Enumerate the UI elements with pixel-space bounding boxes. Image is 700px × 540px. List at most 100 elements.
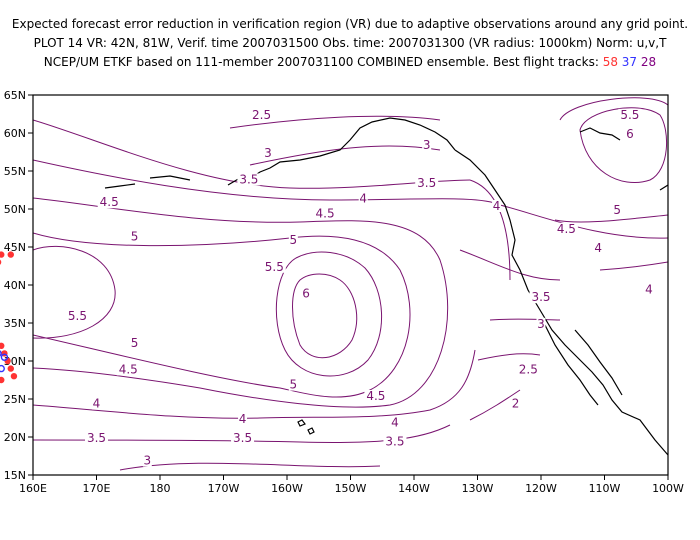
contour-label: 3: [423, 138, 431, 152]
y-tick-label: 20N: [4, 431, 26, 444]
contour-label-bg: [492, 200, 502, 212]
contour-label-bg: [529, 291, 553, 304]
contour-label: 5.5: [620, 108, 639, 122]
contour-label-bg: [263, 146, 273, 159]
contour-label: 4.5: [100, 195, 119, 209]
x-tick-label: 170E: [83, 482, 111, 495]
contour-label-bg: [130, 230, 140, 243]
contour-label: 3: [143, 454, 151, 468]
x-tick-label: 120W: [525, 482, 557, 495]
coastline: [454, 149, 668, 456]
coastline: [149, 175, 191, 181]
contour-label-bg: [536, 317, 546, 330]
contour-label-bg: [250, 108, 274, 121]
contour-label: 4.5: [557, 222, 576, 236]
y-tick-label: 45N: [4, 241, 26, 254]
chart-title-line-3-prefix: NCEP/UM ETKF based on 111-member 2007031…: [43, 55, 603, 69]
x-tick-label: 170W: [208, 482, 240, 495]
contour-label-bg: [593, 241, 603, 254]
track-58-point: [0, 251, 5, 258]
contour-label: 3: [537, 317, 545, 331]
flight-tracks: [0, 251, 18, 384]
coastline: [307, 427, 315, 435]
contour-label: 3.5: [239, 172, 258, 186]
track-id-37: 37: [621, 55, 638, 69]
y-tick-label: 55N: [4, 165, 26, 178]
contour-label-bg: [358, 192, 368, 205]
contour-label-bg: [142, 454, 152, 467]
contour-lines: [33, 97, 668, 471]
contour-label: 5: [290, 233, 298, 247]
contour-label-bg: [390, 416, 400, 429]
contour-label: 2.5: [252, 108, 271, 122]
contour-line: [33, 197, 449, 408]
x-tick-label: 160W: [271, 482, 303, 495]
contour-label-bg: [130, 336, 140, 349]
contour-label: 4.5: [316, 207, 335, 221]
y-axis: 65N 60N 55N 50N 45N 40N 35N 30N 25N 20N 15N: [4, 89, 33, 482]
coastline: [104, 183, 136, 189]
y-tick-label: 60N: [4, 127, 26, 140]
contour-label: 6: [302, 286, 310, 300]
track-37-point: [0, 364, 5, 373]
contour-label-bg: [116, 363, 140, 376]
track-58-point: [7, 365, 14, 372]
contour-label: 4.5: [366, 389, 385, 403]
track-id-58: 58: [602, 55, 618, 69]
coastline: [574, 329, 623, 396]
x-tick-label: 150W: [335, 482, 367, 495]
contour-label-bg: [644, 283, 654, 296]
x-tick-label: 130W: [462, 482, 494, 495]
contour-label: 4: [93, 397, 101, 411]
contour-label: 2.5: [519, 362, 538, 376]
contour-label-bg: [97, 196, 121, 209]
y-tick-label: 25N: [4, 393, 26, 406]
contour-line: [119, 462, 381, 471]
contour-line: [469, 389, 521, 421]
contour-label: 3.5: [233, 431, 252, 445]
contour-label: 5: [131, 336, 139, 350]
contour-line: [292, 273, 358, 359]
contour-label: 3.5: [385, 435, 404, 449]
contour-line: [229, 115, 441, 129]
contour-label: 4.5: [119, 362, 138, 376]
contour-label: 3: [264, 146, 272, 160]
contour-label-bg: [415, 177, 439, 190]
contour-line: [579, 107, 668, 184]
contour-label: 5.5: [265, 260, 284, 274]
contour-label: 6: [626, 127, 634, 141]
y-tick-label: 65N: [4, 89, 26, 102]
contour-labels: 2.5 3 3.5 4.5 5 5.5 6 5 4.5 4 3.5 3 4 5.5 5 4.5 4 3.5 3 4 3.…: [65, 108, 654, 468]
x-tick-label: 140W: [398, 482, 430, 495]
contour-label: 5: [613, 203, 621, 217]
contour-line: [469, 179, 511, 281]
contour-label: 5: [290, 378, 298, 392]
track-58-point: [10, 373, 18, 380]
contour-line: [33, 232, 411, 398]
coastline: [544, 324, 599, 406]
contour-label: 4: [493, 199, 501, 213]
contour-label: 5.5: [68, 309, 87, 323]
contour-label: 4: [645, 283, 653, 297]
contour-label-bg: [554, 222, 578, 235]
contour-line: [275, 251, 383, 377]
contour-label: 4: [359, 191, 367, 205]
y-tick-label: 15N: [4, 469, 26, 482]
contour-label-bg: [422, 139, 432, 152]
contour-label-bg: [238, 412, 248, 425]
contour-line: [599, 261, 668, 271]
contour-label-bg: [288, 378, 298, 391]
contour-line: [489, 318, 561, 321]
contour-line: [33, 245, 116, 339]
track-58-point: [0, 376, 5, 384]
coastline: [227, 117, 456, 186]
contour-label: 3.5: [417, 176, 436, 190]
contour-label-bg: [237, 173, 261, 186]
contour-label-bg: [85, 431, 108, 444]
contour-label: 4: [239, 412, 247, 426]
contour-label-bg: [618, 108, 642, 121]
contour-line: [559, 97, 668, 121]
track-58-point: [7, 251, 14, 258]
contour-label-bg: [313, 207, 337, 220]
coastline: [297, 419, 306, 427]
